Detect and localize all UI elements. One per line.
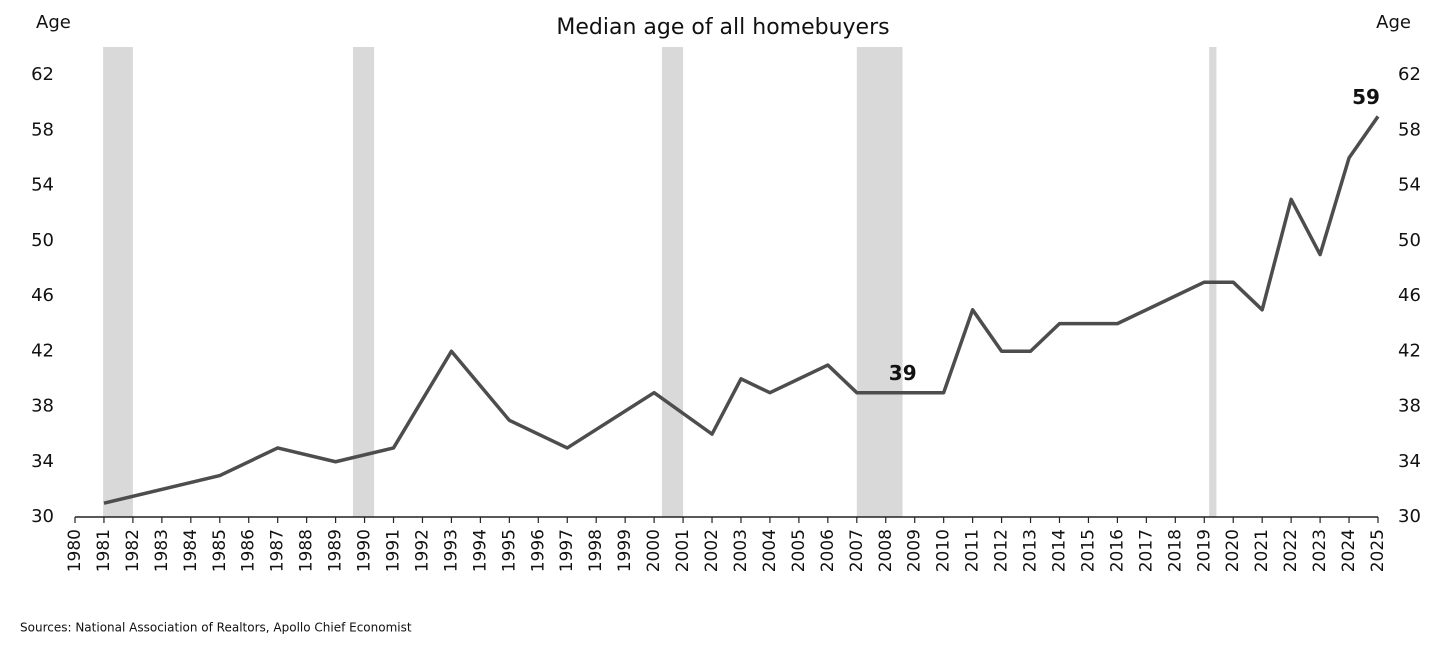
x-tick-label: 2013	[1021, 529, 1041, 572]
y-tick-label: 30	[31, 506, 54, 527]
x-tick-label: 1989	[326, 529, 346, 572]
x-tick-label: 1986	[239, 529, 259, 572]
y2-axis-label: Age	[1376, 12, 1411, 33]
x-tick-label: 1990	[355, 529, 375, 572]
x-tick-label: 2005	[789, 529, 809, 572]
y-tick-label: 42	[31, 340, 54, 361]
x-tick-label: 1985	[210, 529, 230, 572]
x-tick-label: 2008	[876, 529, 896, 572]
y2-tick-label: 58	[1398, 119, 1421, 140]
x-tick-label: 2025	[1368, 529, 1388, 572]
y-tick-label: 34	[31, 451, 54, 472]
x-tick-label: 2023	[1310, 529, 1330, 572]
recession-band	[856, 47, 903, 517]
source-note: Sources: National Association of Realtor…	[20, 621, 412, 635]
y-tick-label: 38	[31, 396, 54, 417]
x-tick-label: 2003	[731, 529, 751, 572]
y2-tick-label: 54	[1398, 175, 1421, 196]
x-tick-label: 1998	[586, 529, 606, 572]
x-tick-label: 2004	[760, 529, 780, 572]
y2-tick-label: 50	[1398, 230, 1421, 251]
x-tick-label: 2016	[1107, 529, 1127, 572]
y-axis-label: Age	[36, 12, 71, 33]
x-tick-label: 2001	[673, 529, 693, 572]
y-tick-label: 46	[31, 285, 54, 306]
chart-title: Median age of all homebuyers	[556, 15, 889, 40]
x-tick-label: 1995	[499, 529, 519, 572]
x-tick-label: 2022	[1281, 529, 1301, 572]
x-tick-label: 1983	[152, 529, 172, 572]
x-tick-label: 2000	[644, 529, 664, 572]
data-line	[103, 115, 1380, 505]
x-tick-label: 2002	[702, 529, 722, 572]
x-tick-label: 1981	[94, 529, 114, 572]
y2-tick-label: 46	[1398, 285, 1421, 306]
x-tick-label: 1993	[441, 529, 461, 572]
x-tick-label: 2018	[1165, 529, 1185, 572]
x-tick-label: 2006	[818, 529, 838, 572]
x-tick-label: 1987	[268, 529, 288, 572]
x-tick-label: 1997	[557, 529, 577, 572]
x-tick-label: 1994	[470, 529, 490, 572]
x-tick-label: 2012	[992, 529, 1012, 572]
data-label: 59	[1352, 85, 1380, 109]
y2-tick-label: 30	[1398, 506, 1421, 527]
x-tick-label: 1980	[65, 529, 85, 572]
x-tick-label: 2007	[847, 529, 867, 572]
x-tick-label: 2024	[1339, 529, 1359, 572]
recession-band	[103, 47, 133, 517]
x-tick-label: 2021	[1252, 529, 1272, 572]
recession-band	[352, 47, 375, 517]
y2-tick-label: 38	[1398, 396, 1421, 417]
y-tick-label: 58	[31, 119, 54, 140]
y-tick-label: 62	[31, 64, 54, 85]
x-tick-label: 2020	[1223, 529, 1243, 572]
recession-band	[661, 47, 684, 517]
x-tick-label: 1988	[297, 529, 317, 572]
x-tick-label: 2011	[963, 529, 983, 572]
x-tick-label: 1992	[412, 529, 432, 572]
x-tick-label: 2014	[1049, 529, 1069, 572]
x-tick-label: 2017	[1136, 529, 1156, 572]
y2-tick-label: 62	[1398, 64, 1421, 85]
x-tick-label: 2019	[1194, 529, 1214, 572]
x-tick-label: 1984	[181, 529, 201, 572]
x-tick-label: 1991	[384, 529, 404, 572]
x-tick-label: 2010	[934, 529, 954, 572]
x-tick-label: 2009	[905, 529, 925, 572]
x-tick-label: 1996	[528, 529, 548, 572]
y2-tick-label: 34	[1398, 451, 1421, 472]
y2-tick-label: 42	[1398, 340, 1421, 361]
x-tick-label: 1982	[123, 529, 143, 572]
x-tick-label: 2015	[1078, 529, 1098, 572]
y-tick-label: 54	[31, 175, 54, 196]
x-tick-label: 1999	[615, 529, 635, 572]
data-label: 39	[889, 361, 917, 385]
y-tick-label: 50	[31, 230, 54, 251]
